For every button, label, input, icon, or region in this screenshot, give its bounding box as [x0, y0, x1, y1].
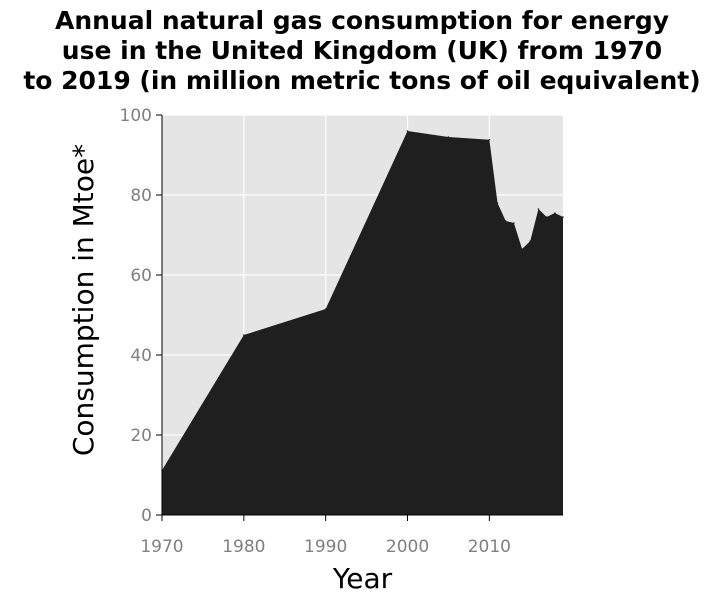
chart-title-line-2: use in the United Kingdom (UK) from 1970: [61, 36, 663, 65]
data-point: [488, 139, 491, 141]
y-tick-label: 20: [130, 426, 152, 446]
data-point: [243, 334, 245, 336]
chart-title-line-3: to 2019 (in million metric tons of oil e…: [23, 66, 701, 95]
data-point: [406, 130, 409, 132]
y-tick-label: 40: [130, 346, 152, 366]
axes: 0 20 40 60 80 100 1970 1980 1990 2000 2010: [120, 106, 563, 557]
x-tick-label: 2000: [386, 537, 429, 557]
y-axis-label: Consumption in Mtoe*: [67, 144, 100, 456]
data-point: [513, 222, 515, 224]
data-point: [504, 220, 507, 222]
x-tick-label: 1970: [140, 537, 183, 557]
series-area: [162, 131, 563, 515]
chart-title: Annual natural gas consumption for energ…: [0, 6, 724, 96]
x-tick-label: 1980: [222, 537, 265, 557]
x-tick-label: 1990: [304, 537, 347, 557]
y-tick-label: 100: [120, 106, 152, 126]
data-point: [537, 208, 540, 210]
data-point: [447, 136, 450, 138]
data-point: [529, 240, 532, 242]
x-axis-label: Year: [332, 562, 393, 595]
data-point: [496, 202, 499, 204]
x-tick-label: 2010: [468, 537, 511, 557]
data-point: [324, 308, 327, 310]
y-tick-label: 80: [130, 186, 152, 206]
chart-title-line-1: Annual natural gas consumption for energ…: [54, 6, 670, 35]
y-tick-label: 60: [130, 266, 152, 286]
data-point: [545, 216, 548, 218]
data-point: [161, 469, 163, 472]
data-point: [562, 216, 564, 218]
data-point: [554, 212, 556, 214]
data-point: [521, 248, 523, 250]
y-tick-label: 0: [141, 506, 152, 526]
data-points: [161, 130, 564, 472]
